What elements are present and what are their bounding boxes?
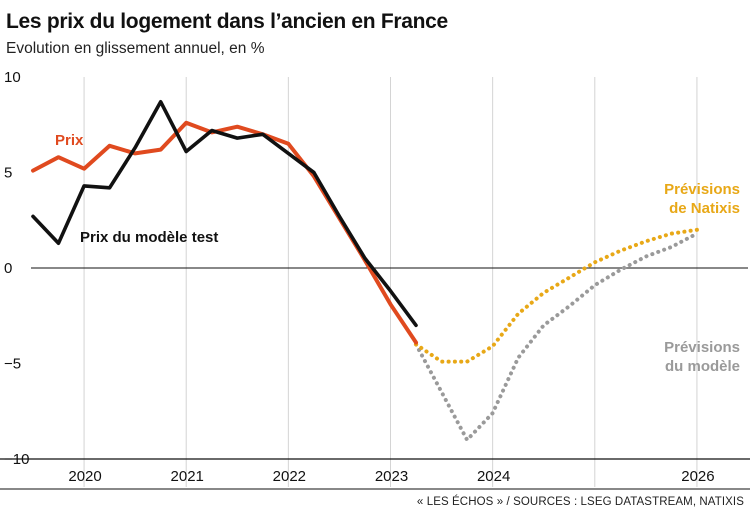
source-credit: « LES ÉCHOS » / SOURCES : LSEG DATASTREA… xyxy=(416,496,744,508)
y-axis-ticks: 10 5 0 −5 −10 xyxy=(4,69,29,468)
y-tick-label-2: 0 xyxy=(4,260,12,277)
x-tick-label-2023: 2023 xyxy=(375,468,408,485)
label-modele: Prix du modèle test xyxy=(80,229,218,246)
label-prev-natixis-1: Prévisions xyxy=(664,181,740,198)
label-prev-natixis-2: de Natixis xyxy=(669,200,740,217)
chart-title: Les prix du logement dans l’ancien en Fr… xyxy=(6,10,448,33)
series-line-prev_modele xyxy=(414,231,699,442)
x-tick-label-2024: 2024 xyxy=(477,468,510,485)
series-labels: Prix Prix du modèle test Prévisions de N… xyxy=(55,132,740,375)
x-axis-ticks: 2020 2021 2022 2023 2024 2026 xyxy=(68,468,714,485)
chart-subtitle: Evolution en glissement annuel, en % xyxy=(6,40,265,57)
series-lines xyxy=(31,100,699,442)
x-tick-label-2020: 2020 xyxy=(68,468,101,485)
series-line-modele xyxy=(31,100,418,328)
x-tick-label-2026: 2026 xyxy=(681,468,714,485)
y-tick-label-1: 5 xyxy=(4,165,12,182)
y-tick-label-4: −10 xyxy=(4,451,29,468)
y-tick-label-0: 10 xyxy=(4,69,21,86)
y-tick-label-3: −5 xyxy=(4,356,21,373)
label-prev-modele-2: du modèle xyxy=(665,358,740,375)
label-prix: Prix xyxy=(55,132,84,149)
x-tick-label-2022: 2022 xyxy=(273,468,306,485)
gridlines xyxy=(0,77,750,490)
label-prev-modele-1: Prévisions xyxy=(664,339,740,356)
x-tick-label-2021: 2021 xyxy=(171,468,204,485)
series-line-prev_natixis xyxy=(414,227,699,364)
